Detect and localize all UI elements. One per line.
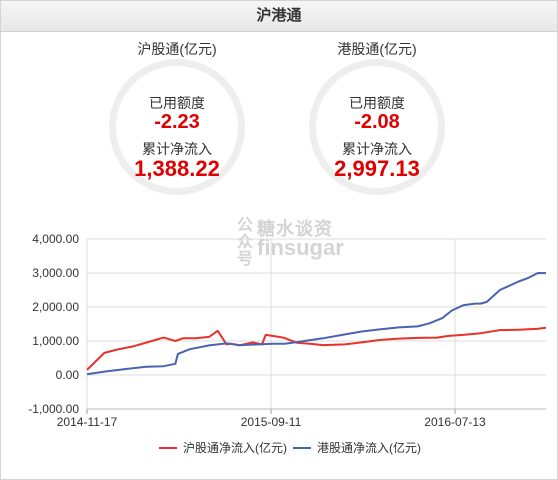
sh-gauge-title: 沪股通(亿元) — [137, 41, 217, 57]
sh-used-value: -2.23 — [154, 111, 200, 133]
panel-title: 沪港通 — [256, 7, 302, 24]
x-tick-label: 2014-11-17 — [57, 415, 118, 429]
hk-gauge-title: 港股通(亿元) — [337, 41, 417, 57]
chart-legend: 沪股通净流入(亿元) 港股通净流入(亿元) — [159, 440, 421, 455]
hk-net-inflow-line — [86, 272, 547, 376]
y-tick-label: 0.00 — [56, 368, 80, 382]
chart-series — [86, 272, 547, 376]
hk-cum-label: 累计净流入 — [342, 141, 412, 157]
y-tick-label: 1,000.00 — [32, 334, 79, 348]
y-tick-label: 3,000.00 — [32, 266, 79, 280]
sh-cum-value: 1,388.22 — [134, 156, 220, 181]
sh-gauge-ring — [109, 59, 245, 195]
y-tick-label: 4,000.00 — [32, 232, 79, 246]
sh-used-label: 已用额度 — [149, 95, 205, 111]
legend-label-hk: 港股通净流入(亿元) — [317, 440, 421, 455]
y-tick-label: 2,000.00 — [32, 300, 79, 314]
hk-used-value: -2.08 — [354, 111, 400, 133]
watermark-vertical: 公众号 — [237, 217, 254, 268]
legend-label-sh: 沪股通净流入(亿元) — [183, 440, 287, 455]
chart-grid — [86, 238, 546, 414]
y-tick-label: -1,000.00 — [28, 402, 79, 416]
x-axis-ticks: 2014-11-17 2015-09-11 2016-07-13 — [57, 415, 486, 429]
sh-net-inflow-line — [86, 326, 547, 371]
watermark-line1: 糖水谈资 — [257, 219, 333, 239]
x-tick-label: 2016-07-13 — [424, 415, 486, 429]
sh-cum-label: 累计净流入 — [142, 141, 212, 157]
panel-header: 沪港通 — [1, 1, 557, 32]
hk-gauge-ring — [309, 59, 445, 195]
y-axis-ticks: 4,000.00 3,000.00 2,000.00 1,000.00 0.00 -1,0… — [28, 232, 79, 416]
hk-cum-value: 2,997.13 — [334, 156, 420, 181]
x-tick-label: 2015-09-11 — [241, 415, 302, 429]
hk-used-label: 已用额度 — [349, 95, 405, 111]
